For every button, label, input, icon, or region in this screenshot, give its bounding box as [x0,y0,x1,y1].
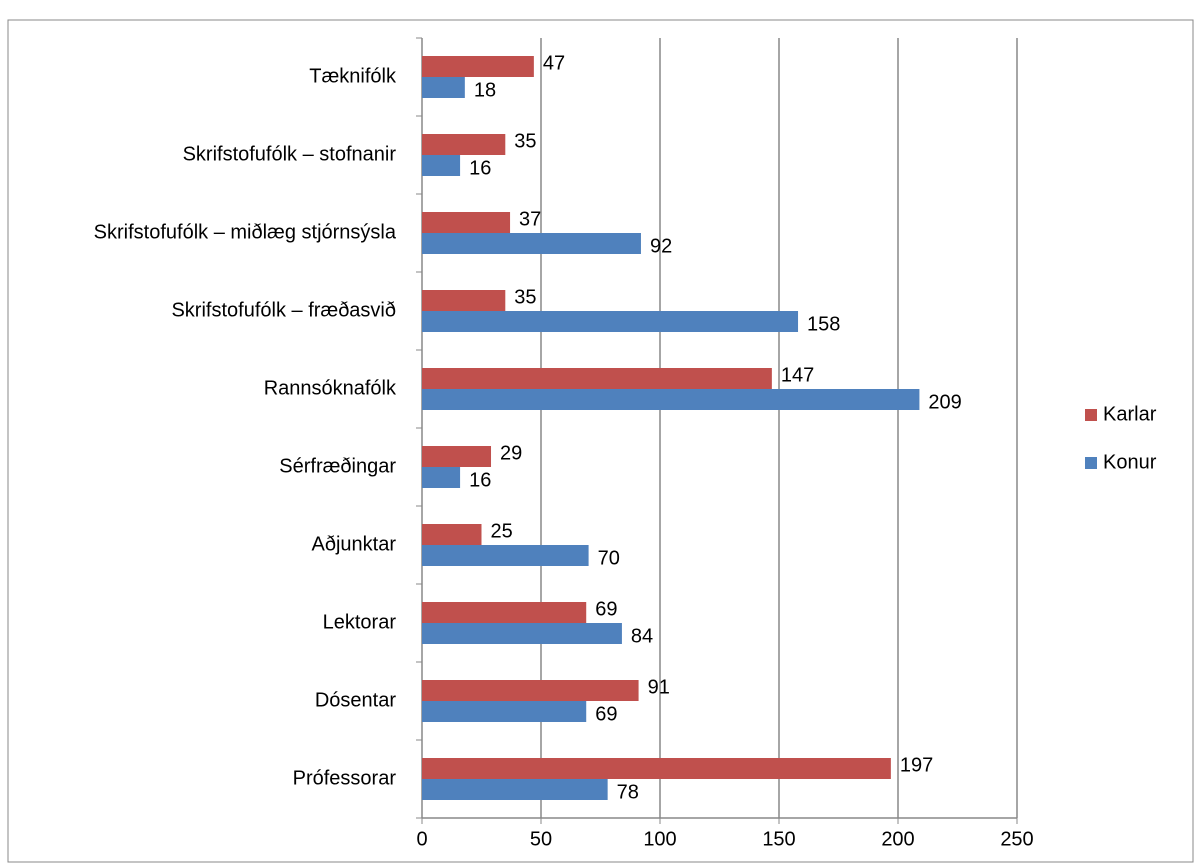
bar [422,56,534,77]
data-label: 16 [469,157,491,179]
data-label: 35 [514,286,536,308]
x-tick-label: 150 [762,828,795,850]
x-tick-label: 250 [1000,828,1033,850]
bar [422,701,587,722]
legend-swatch [1085,457,1097,469]
bar [422,680,639,701]
data-label: 29 [500,442,522,464]
x-tick-label: 50 [530,828,552,850]
data-label: 69 [595,598,617,620]
y-tick-label: Aðjunktar [312,533,397,555]
data-label: 25 [491,520,513,542]
x-tick-label: 200 [881,828,914,850]
data-label: 197 [900,754,933,776]
bar [422,77,465,98]
y-tick-label: Lektorar [323,611,397,633]
bar [422,602,587,623]
data-label: 209 [928,391,961,413]
bar [422,467,461,488]
bar [422,524,482,545]
bar [422,389,920,410]
data-label: 70 [598,547,620,569]
y-tick-label: Sérfræðingar [279,455,396,477]
bar [422,368,772,389]
bar [422,758,891,779]
bar [422,779,608,800]
bar [422,545,589,566]
data-label: 78 [617,781,639,803]
data-label: 47 [543,52,565,74]
data-label: 91 [648,676,670,698]
y-tick-label: Skrifstofufólk – fræðasvið [171,299,396,321]
data-label: 35 [514,130,536,152]
y-tick-label: Tæknifólk [309,65,397,87]
data-label: 84 [631,625,653,647]
y-tick-label: Dósentar [315,689,396,711]
bar [422,155,461,176]
data-label: 69 [595,703,617,725]
data-label: 147 [781,364,814,386]
legend-label: Konur [1103,451,1157,473]
data-label: 158 [807,313,840,335]
y-tick-label: Skrifstofufólk – miðlæg stjórnsýsla [94,221,397,243]
legend-swatch [1085,409,1097,421]
x-tick-label: 0 [416,828,427,850]
bar [422,290,506,311]
bar [422,212,511,233]
bar [422,446,492,467]
data-label: 16 [469,469,491,491]
data-label: 18 [474,79,496,101]
legend-label: Karlar [1103,403,1157,425]
bar [422,623,622,644]
chart-frame [7,19,1194,863]
bar [422,311,799,332]
data-label: 92 [650,235,672,257]
bar [422,233,641,254]
y-tick-label: Skrifstofufólk – stofnanir [183,143,397,165]
data-label: 37 [519,208,541,230]
bar [422,134,506,155]
y-tick-label: Rannsóknafólk [264,377,397,399]
y-tick-label: Prófessorar [293,767,397,789]
x-tick-label: 100 [643,828,676,850]
